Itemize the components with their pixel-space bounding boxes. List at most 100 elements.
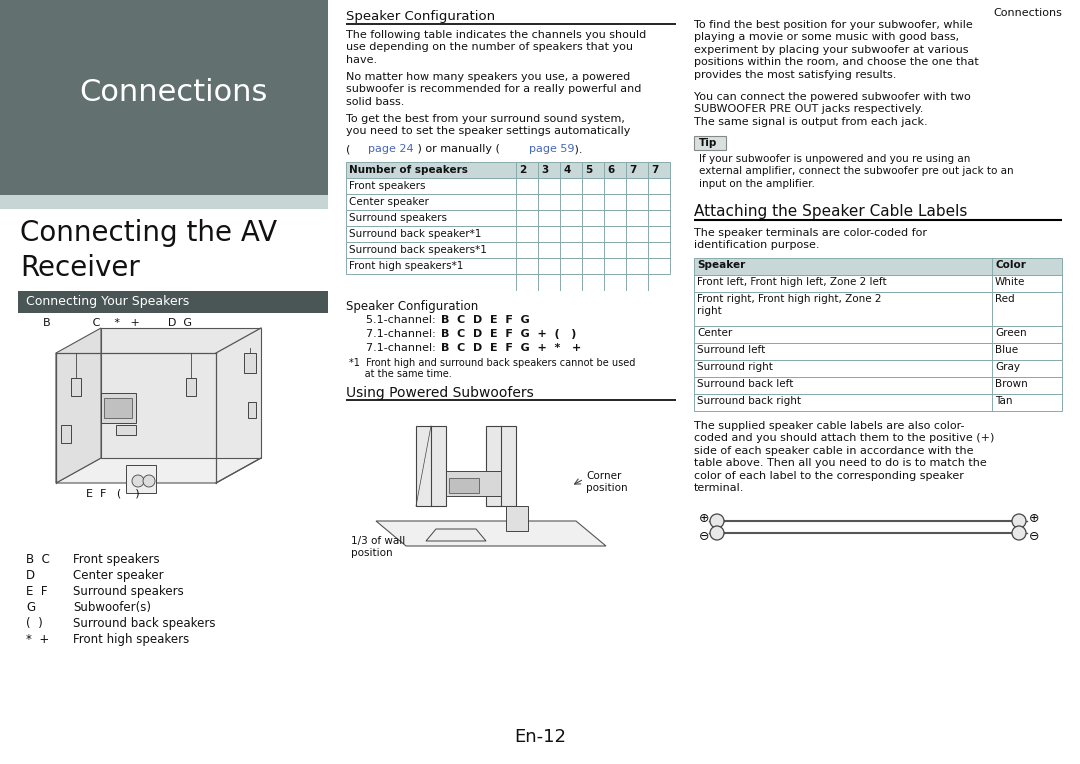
Text: (: ( <box>346 144 364 154</box>
Text: Surround left: Surround left <box>697 345 766 355</box>
Text: (  ): ( ) <box>26 617 43 630</box>
Text: 7: 7 <box>630 165 637 175</box>
Bar <box>449 478 480 493</box>
Bar <box>486 426 516 506</box>
Text: Connecting Your Speakers: Connecting Your Speakers <box>26 295 189 308</box>
Text: Attaching the Speaker Cable Labels: Attaching the Speaker Cable Labels <box>694 204 968 219</box>
Bar <box>126 465 156 493</box>
Text: You can connect the powered subwoofer with two
SUBWOOFER PRE OUT jacks respectiv: You can connect the powered subwoofer wi… <box>694 92 971 127</box>
Bar <box>694 343 1062 360</box>
Text: D: D <box>26 569 36 582</box>
Text: Speaker Configuration: Speaker Configuration <box>346 10 495 23</box>
Text: Surround right: Surround right <box>697 362 773 372</box>
Text: B  C: B C <box>26 553 50 566</box>
Bar <box>346 162 670 178</box>
Text: Surround back left: Surround back left <box>697 379 794 389</box>
Text: Surround back speaker*1: Surround back speaker*1 <box>349 229 482 239</box>
Text: 7: 7 <box>651 165 659 175</box>
Circle shape <box>1012 526 1026 540</box>
Text: Surround speakers: Surround speakers <box>349 213 447 223</box>
Text: En-12: En-12 <box>514 728 566 746</box>
Text: If your subwoofer is unpowered and you re using an
external amplifier, connect t: If your subwoofer is unpowered and you r… <box>699 154 1014 189</box>
Bar <box>346 258 670 274</box>
Circle shape <box>132 475 144 487</box>
Bar <box>694 377 1062 394</box>
Text: To find the best position for your subwoofer, while
playing a movie or some musi: To find the best position for your subwo… <box>694 20 978 79</box>
Circle shape <box>710 526 724 540</box>
Text: ).: ). <box>571 144 582 154</box>
Text: ⊖: ⊖ <box>1029 529 1039 542</box>
Text: 1/3 of wall
position: 1/3 of wall position <box>351 536 405 558</box>
Bar <box>694 292 1062 326</box>
Text: B  C  D  E  F  G: B C D E F G <box>441 315 530 325</box>
Text: Front speakers: Front speakers <box>349 181 426 191</box>
Circle shape <box>710 514 724 528</box>
Text: Center speaker: Center speaker <box>349 197 429 207</box>
Text: Surround back speakers*1: Surround back speakers*1 <box>349 245 487 255</box>
Text: Green: Green <box>995 328 1027 338</box>
Bar <box>694 136 726 150</box>
Text: The supplied speaker cable labels are also color-
coded and you should attach th: The supplied speaker cable labels are al… <box>694 421 995 493</box>
Text: Using Powered Subwoofers: Using Powered Subwoofers <box>346 386 534 400</box>
Circle shape <box>143 475 156 487</box>
Text: Gray: Gray <box>995 362 1020 372</box>
Bar <box>60 425 71 443</box>
Polygon shape <box>426 529 486 541</box>
Text: ⊕: ⊕ <box>1029 512 1039 525</box>
Text: Number of speakers: Number of speakers <box>349 165 468 175</box>
Text: Connections: Connections <box>79 78 267 107</box>
Bar <box>186 378 195 396</box>
Text: Red: Red <box>995 294 1014 304</box>
Text: Brown: Brown <box>995 379 1028 389</box>
Bar <box>416 426 446 506</box>
Text: Surround back speakers: Surround back speakers <box>73 617 216 630</box>
Bar <box>102 393 136 423</box>
Circle shape <box>1012 514 1026 528</box>
Text: Connecting the AV
Receiver: Connecting the AV Receiver <box>21 219 278 282</box>
Bar <box>694 275 1062 292</box>
Text: B            C    *   +        D  G: B C * + D G <box>43 318 192 328</box>
Text: Blue: Blue <box>995 345 1018 355</box>
Text: Center: Center <box>697 328 732 338</box>
Text: Tip: Tip <box>699 138 717 148</box>
Text: 7.1-channel:: 7.1-channel: <box>366 343 440 353</box>
Polygon shape <box>102 328 261 458</box>
Text: Center speaker: Center speaker <box>73 569 164 582</box>
Text: The speaker terminals are color-coded for
identification purpose.: The speaker terminals are color-coded fo… <box>694 228 927 251</box>
Text: ⊖: ⊖ <box>699 529 710 542</box>
Text: ⊕: ⊕ <box>699 512 710 525</box>
Bar <box>694 326 1062 343</box>
Text: Front high speakers: Front high speakers <box>73 633 189 646</box>
Text: page 24: page 24 <box>368 144 414 154</box>
Text: Connections: Connections <box>994 8 1062 18</box>
Text: E  F   (    ): E F ( ) <box>86 488 139 498</box>
Bar <box>248 402 256 418</box>
Text: To get the best from your surround sound system,
you need to set the speaker set: To get the best from your surround sound… <box>346 114 631 137</box>
Bar <box>0 195 328 209</box>
Text: Front speakers: Front speakers <box>73 553 160 566</box>
Bar <box>346 226 670 242</box>
Text: B  C  D  E  F  G  +  *   +: B C D E F G + * + <box>441 343 581 353</box>
Polygon shape <box>56 328 102 483</box>
Bar <box>346 210 670 226</box>
Text: 5.1-channel:: 5.1-channel: <box>366 315 440 325</box>
Bar <box>346 178 670 194</box>
Text: *1  Front high and surround back speakers cannot be used: *1 Front high and surround back speakers… <box>349 358 635 368</box>
Text: Speaker Configuration: Speaker Configuration <box>346 300 478 313</box>
Bar <box>104 398 132 418</box>
Text: Surround speakers: Surround speakers <box>73 585 184 598</box>
Text: Corner
position: Corner position <box>586 471 627 494</box>
Text: Subwoofer(s): Subwoofer(s) <box>73 601 151 614</box>
Bar <box>507 506 528 531</box>
Text: Surround back right: Surround back right <box>697 396 801 406</box>
Text: Speaker: Speaker <box>697 260 745 270</box>
Bar <box>346 242 670 258</box>
Text: White: White <box>995 277 1025 287</box>
Text: page 59: page 59 <box>529 144 575 154</box>
Text: 3: 3 <box>541 165 549 175</box>
Polygon shape <box>56 458 261 483</box>
Bar <box>71 378 81 396</box>
Text: Tan: Tan <box>995 396 1013 406</box>
Bar <box>18 291 328 313</box>
Text: at the same time.: at the same time. <box>349 369 451 379</box>
